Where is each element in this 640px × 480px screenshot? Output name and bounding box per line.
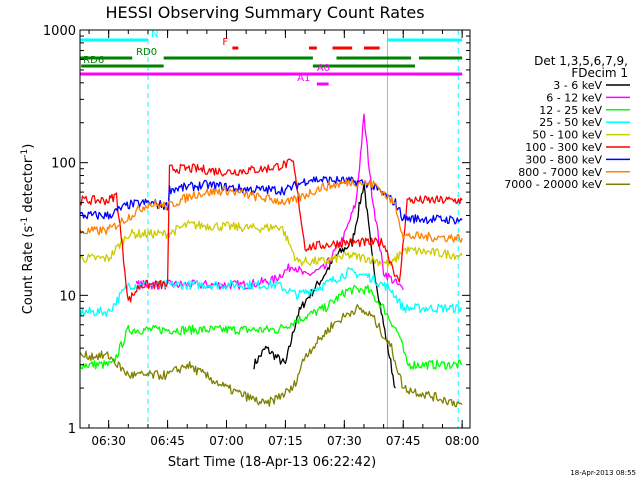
x-tick-label-4: 07:30 xyxy=(327,434,362,448)
chart-title: HESSI Observing Summary Count Rates xyxy=(105,3,424,22)
flag-label-a0: A0 xyxy=(317,63,330,74)
y-axis-label: Count Rate (s-1 detector-1) xyxy=(20,144,36,315)
legend-label-1: 6 - 12 keV xyxy=(546,91,602,104)
series-line-6 xyxy=(79,175,463,225)
y-axis-label-mid: detector xyxy=(21,157,36,217)
y-tick-label-3: 1000 xyxy=(43,24,76,39)
x-axis-label: Start Time (18-Apr-13 06:22:42) xyxy=(168,455,376,470)
flag-label-n: N xyxy=(151,29,158,40)
series-line-1 xyxy=(135,113,404,291)
series-line-2 xyxy=(79,284,463,370)
y-axis-label-end: ) xyxy=(21,144,36,149)
y-axis-label-main: Count Rate (s xyxy=(21,226,36,315)
series-line-3 xyxy=(79,266,463,318)
flag-label-a1: A1 xyxy=(297,73,310,84)
legend-label-7: 800 - 7000 keV xyxy=(518,166,602,179)
series-line-8 xyxy=(79,304,463,408)
y-axis-ticks: 1 10 100 1000 xyxy=(43,24,470,437)
flag-bars: N F RD0 RD6 A0 A1 xyxy=(80,29,463,86)
y-axis-label-sup2: -1 xyxy=(20,149,30,158)
x-tick-label-2: 07:00 xyxy=(209,434,244,448)
y-tick-label-0: 1 xyxy=(68,422,76,437)
series-line-0 xyxy=(253,182,396,389)
legend-label-8: 7000 - 20000 keV xyxy=(504,178,602,191)
legend-label-6: 300 - 800 keV xyxy=(525,153,602,166)
legend-label-2: 12 - 25 keV xyxy=(539,104,602,117)
flag-label-f: F xyxy=(222,37,228,48)
y-tick-label-1: 10 xyxy=(59,289,76,304)
series-line-4 xyxy=(79,220,463,268)
footer-date: 18-Apr-2013 08:55 xyxy=(570,469,636,477)
x-tick-label-0: 06:30 xyxy=(91,434,126,448)
flag-label-rd0: RD0 xyxy=(136,47,157,58)
plot-frame xyxy=(79,29,471,429)
legend-label-0: 3 - 6 keV xyxy=(553,79,602,92)
legend-title-1: Det 1,3,5,6,7,9, xyxy=(534,54,628,68)
legend-label-3: 25 - 50 keV xyxy=(539,116,602,129)
series-line-5 xyxy=(79,158,463,303)
y-tick-label-2: 100 xyxy=(51,157,76,172)
legend-title-2: FDecim 1 xyxy=(571,66,628,80)
x-tick-label-1: 06:45 xyxy=(150,434,185,448)
x-tick-label-6: 08:00 xyxy=(445,434,480,448)
x-tick-label-3: 07:15 xyxy=(268,434,303,448)
x-axis-ticks: 06:30 06:45 07:00 07:15 07:30 07:45 08:00 xyxy=(88,30,480,448)
series-line-7 xyxy=(79,178,463,243)
flag-label-rd6: RD6 xyxy=(83,55,104,66)
y-axis-label-sup1: -1 xyxy=(20,217,30,226)
x-tick-label-5: 07:45 xyxy=(386,434,421,448)
plot-area xyxy=(79,30,463,428)
legend-label-4: 50 - 100 keV xyxy=(532,129,602,142)
legend-label-5: 100 - 300 keV xyxy=(525,141,602,154)
